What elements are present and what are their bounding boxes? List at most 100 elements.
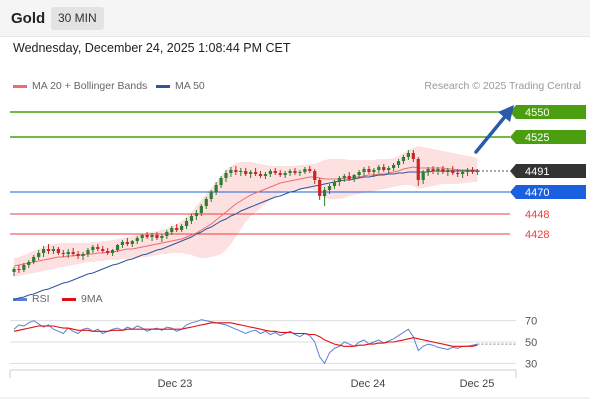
candle-body xyxy=(234,170,238,172)
candle-body xyxy=(37,253,41,257)
rsi-ma-label: 9MA xyxy=(81,293,103,305)
candle-body xyxy=(362,169,366,172)
legend-rsi-ma: 9MA xyxy=(62,293,103,305)
level-tag-4525 xyxy=(510,130,586,144)
rsi-ma-line xyxy=(13,322,478,347)
candle-body xyxy=(357,172,361,175)
candle-body xyxy=(214,185,218,192)
level-label-4448: 4448 xyxy=(525,209,549,221)
candle-body xyxy=(165,232,169,236)
candle-body xyxy=(184,221,189,226)
header-bar: Gold 30 MIN xyxy=(0,0,590,37)
candle-body xyxy=(219,178,223,185)
candle-body xyxy=(283,173,287,175)
candle-body xyxy=(130,241,134,244)
time-axis: Dec 23 Dec 24 Dec 25 xyxy=(0,369,590,399)
candle-body xyxy=(140,235,144,238)
price-panel: 4550 4525 4491 4470 4448 4428 xyxy=(10,105,586,301)
candle-body xyxy=(41,249,46,253)
candle-body xyxy=(115,245,120,250)
candle-body xyxy=(91,247,95,250)
candle-body xyxy=(170,228,174,232)
candle-body xyxy=(446,170,450,172)
forecast-arrow-icon xyxy=(474,111,510,154)
candle-body xyxy=(106,251,110,253)
rsi-line xyxy=(13,319,478,365)
rsi-ma-swatch-icon xyxy=(62,297,76,301)
candle-body xyxy=(111,250,115,253)
candle-body xyxy=(224,173,228,178)
candle-body xyxy=(313,171,317,180)
candle-body xyxy=(229,170,233,173)
candle-body xyxy=(396,161,401,165)
x-tick-label: Dec 24 xyxy=(351,378,386,390)
ma20-label: MA 20 + Bollinger Bands xyxy=(32,80,148,92)
level-tag-4491 xyxy=(510,164,586,178)
candle-body xyxy=(406,153,410,157)
ma50-label: MA 50 xyxy=(175,80,205,92)
candle-body xyxy=(76,254,80,256)
rsi-tick-label: 30 xyxy=(525,358,537,370)
candle-body xyxy=(426,169,430,172)
candle-body xyxy=(61,253,65,254)
candle-body xyxy=(199,206,203,213)
level-label-4470: 4470 xyxy=(525,187,549,199)
ma50-swatch-icon xyxy=(156,84,170,88)
candle-body xyxy=(209,192,213,199)
instrument-title: Gold xyxy=(11,10,46,27)
candle-body xyxy=(470,170,475,172)
candle-body xyxy=(337,178,341,182)
candle-body xyxy=(81,254,85,256)
candle-body xyxy=(268,171,272,174)
credit-text: Research © 2025 Trading Central xyxy=(424,80,581,92)
level-tag-4550 xyxy=(510,105,586,119)
level-label-4525: 4525 xyxy=(525,132,549,144)
candle-body xyxy=(56,249,60,253)
legend-rsi: RSI xyxy=(13,293,50,305)
candle-body xyxy=(253,172,258,174)
candle-body xyxy=(318,180,322,196)
candle-body xyxy=(288,171,292,173)
candle-body xyxy=(372,170,376,172)
candle-body xyxy=(401,157,406,161)
candle-body xyxy=(411,153,415,159)
x-tick-label: Dec 23 xyxy=(158,378,193,390)
candle-body xyxy=(120,242,125,245)
legend-ma50: MA 50 xyxy=(156,80,205,92)
level-label-4428: 4428 xyxy=(525,229,549,241)
candle-body xyxy=(352,175,356,179)
candle-body xyxy=(416,159,420,180)
candle-body xyxy=(451,170,455,173)
candle-body xyxy=(51,249,56,251)
candle-body xyxy=(342,176,346,178)
candle-body xyxy=(377,167,381,170)
candle-body xyxy=(387,168,391,170)
candle-body xyxy=(96,247,100,249)
rsi-swatch-icon xyxy=(13,297,27,301)
rsi-panel: 70 50 30 xyxy=(10,316,537,370)
candle-body xyxy=(431,169,435,171)
legend-ma20: MA 20 + Bollinger Bands xyxy=(13,80,147,92)
candle-body xyxy=(66,252,70,254)
candle-body xyxy=(160,236,164,238)
candle-body xyxy=(456,173,460,174)
timeframe-button[interactable]: 30 MIN xyxy=(51,7,104,30)
candle-body xyxy=(347,176,351,179)
candle-body xyxy=(308,169,312,171)
candle-body xyxy=(12,269,16,272)
candle-body xyxy=(303,169,307,172)
candle-body xyxy=(298,172,302,173)
candle-body xyxy=(150,235,154,237)
rsi-tick-label: 70 xyxy=(525,316,537,328)
candle-body xyxy=(441,169,445,172)
level-label-4491: 4491 xyxy=(525,166,549,178)
candle-body xyxy=(367,169,371,172)
candle-body xyxy=(465,170,470,172)
ma20-swatch-icon xyxy=(13,84,27,88)
candle-body xyxy=(421,172,425,180)
candle-body xyxy=(175,228,179,230)
ma50-line xyxy=(13,170,478,301)
candle-body xyxy=(249,172,253,174)
candle-body xyxy=(27,262,31,265)
